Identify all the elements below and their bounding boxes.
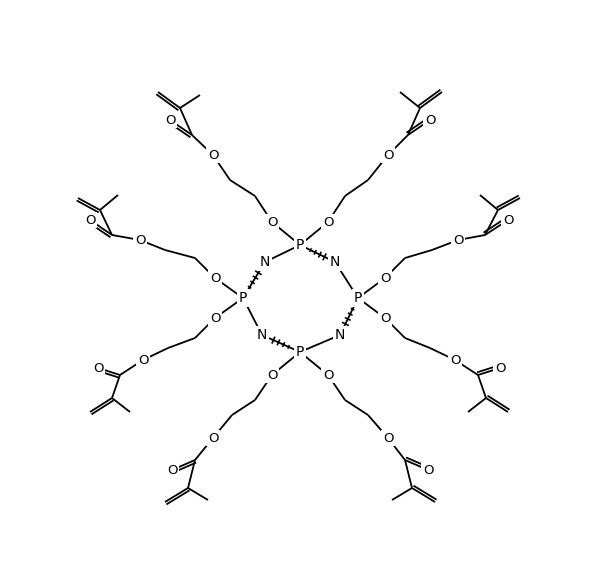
- Text: N: N: [335, 328, 345, 342]
- Text: O: O: [495, 361, 505, 374]
- Text: O: O: [503, 214, 513, 227]
- Text: O: O: [323, 215, 333, 228]
- Text: O: O: [450, 353, 460, 366]
- Text: O: O: [383, 432, 393, 445]
- Text: O: O: [93, 361, 103, 374]
- Text: O: O: [138, 353, 148, 366]
- Text: O: O: [267, 369, 277, 382]
- Text: O: O: [167, 463, 177, 477]
- Text: O: O: [323, 369, 333, 382]
- Text: O: O: [210, 311, 220, 324]
- Text: O: O: [85, 214, 95, 227]
- Text: O: O: [210, 272, 220, 285]
- Text: O: O: [453, 233, 463, 247]
- Text: O: O: [165, 114, 175, 127]
- Text: N: N: [257, 328, 267, 342]
- Text: P: P: [354, 291, 362, 305]
- Text: O: O: [208, 148, 218, 161]
- Text: O: O: [423, 463, 433, 477]
- Text: P: P: [296, 345, 304, 359]
- Text: O: O: [208, 432, 218, 445]
- Text: O: O: [380, 272, 390, 285]
- Text: O: O: [267, 215, 277, 228]
- Text: O: O: [135, 233, 145, 247]
- Text: P: P: [296, 238, 304, 252]
- Text: N: N: [330, 255, 340, 269]
- Text: P: P: [239, 291, 247, 305]
- Text: O: O: [383, 148, 393, 161]
- Text: O: O: [380, 311, 390, 324]
- Text: O: O: [425, 114, 435, 127]
- Text: N: N: [260, 255, 270, 269]
